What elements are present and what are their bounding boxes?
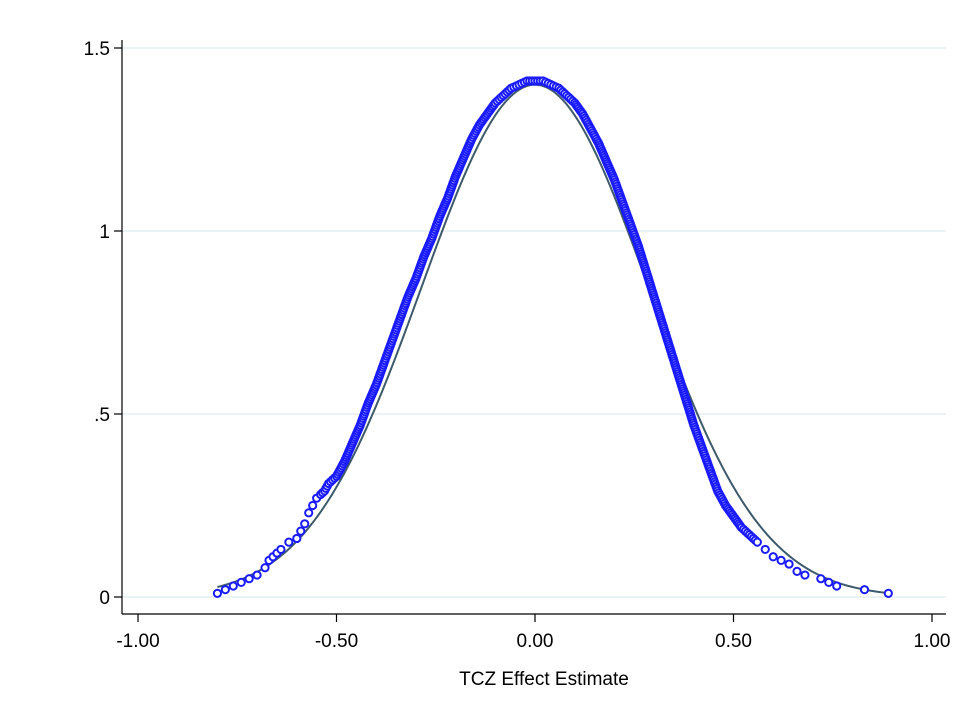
x-axis-ticks: -1.00 -0.50 0.00 0.50 1.00: [116, 614, 950, 652]
x-axis-title: TCZ Effect Estimate: [459, 669, 629, 690]
x-tick-label: -0.50: [315, 631, 358, 652]
data-point: [244, 574, 254, 584]
data-point: [832, 581, 842, 591]
y-tick-label: 0: [99, 588, 110, 609]
data-point: [212, 588, 222, 598]
data-point: [304, 508, 314, 518]
data-point: [308, 500, 318, 511]
data-point: [776, 555, 786, 566]
data-point: [296, 526, 306, 536]
data-point: [800, 570, 810, 580]
data-point: [824, 577, 834, 587]
y-tick-label: 1.5: [84, 39, 110, 60]
axes: [121, 40, 946, 615]
fitted-density-curve: [217, 83, 889, 595]
data-point: [760, 544, 770, 555]
grid-lines: [122, 47, 946, 598]
data-point: [792, 566, 802, 576]
data-point: [752, 537, 762, 547]
data-point: [859, 585, 870, 595]
data-point: [816, 574, 826, 584]
x-tick-label: -1.00: [116, 631, 159, 652]
data-point: [252, 570, 262, 580]
data-point: [292, 533, 302, 544]
y-axis-ticks: 0 .5 1 1.5: [84, 39, 122, 609]
x-tick-label: 0.00: [517, 631, 554, 652]
data-point: [768, 552, 778, 562]
data-point: [276, 544, 286, 555]
data-point: [883, 588, 893, 598]
data-point: [236, 577, 246, 587]
data-point: [260, 563, 270, 573]
data-markers: [212, 76, 893, 598]
x-tick-label: 0.50: [715, 631, 752, 652]
data-point: [284, 537, 294, 547]
data-point: [220, 585, 230, 595]
x-tick-label: 1.00: [914, 631, 951, 652]
data-point: [784, 559, 794, 569]
y-tick-label: .5: [94, 405, 110, 426]
data-point: [300, 519, 310, 529]
data-point: [228, 581, 238, 591]
y-tick-label: 1: [99, 222, 110, 243]
